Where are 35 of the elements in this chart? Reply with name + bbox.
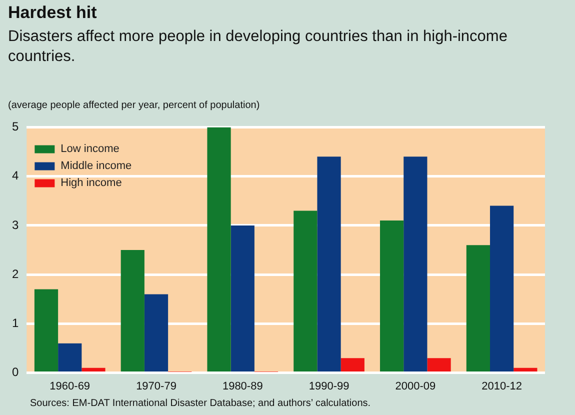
bar [58,343,82,372]
bar [466,245,490,372]
chart-subtitle: Disasters affect more people in developing countries than in high-income countries. [8,27,508,67]
bar [34,289,58,372]
bar [317,156,341,372]
bar [427,358,451,372]
chart-title: Hardest hit [8,3,97,23]
legend-label: Middle income [60,160,132,172]
legend-label: High income [60,177,122,190]
x-tick-label: 1970-79 [136,380,176,392]
bar [144,294,168,372]
bar [490,206,514,372]
source-note: Sources: EM-DAT International Disaster Database; and authors’ calculations. [30,398,371,409]
x-tick-label: 2010-12 [482,380,522,392]
bar [294,210,318,372]
legend-label: Low income [60,143,120,156]
bar [230,225,254,372]
bar [380,220,404,372]
x-tick-label: 1990-99 [308,380,350,392]
y-tick-label: 1 [12,316,19,330]
y-tick-label: 4 [12,168,19,183]
y-tick-label: 2 [12,266,19,281]
y-tick-label: 0 [12,365,19,380]
y-axis-title: (average people affected per year, percent of population) [8,100,260,111]
x-tick-label: 1980-89 [222,380,263,392]
y-tick-label: 3 [12,218,19,232]
bar [120,250,144,372]
y-tick-label: 5 [12,120,19,134]
bar [404,156,428,372]
bar [82,368,106,372]
bar [207,127,231,372]
bar [514,368,538,372]
bar [340,358,364,372]
x-tick-label: 2000-09 [395,380,436,392]
x-tick-label: 1960-69 [50,380,90,392]
